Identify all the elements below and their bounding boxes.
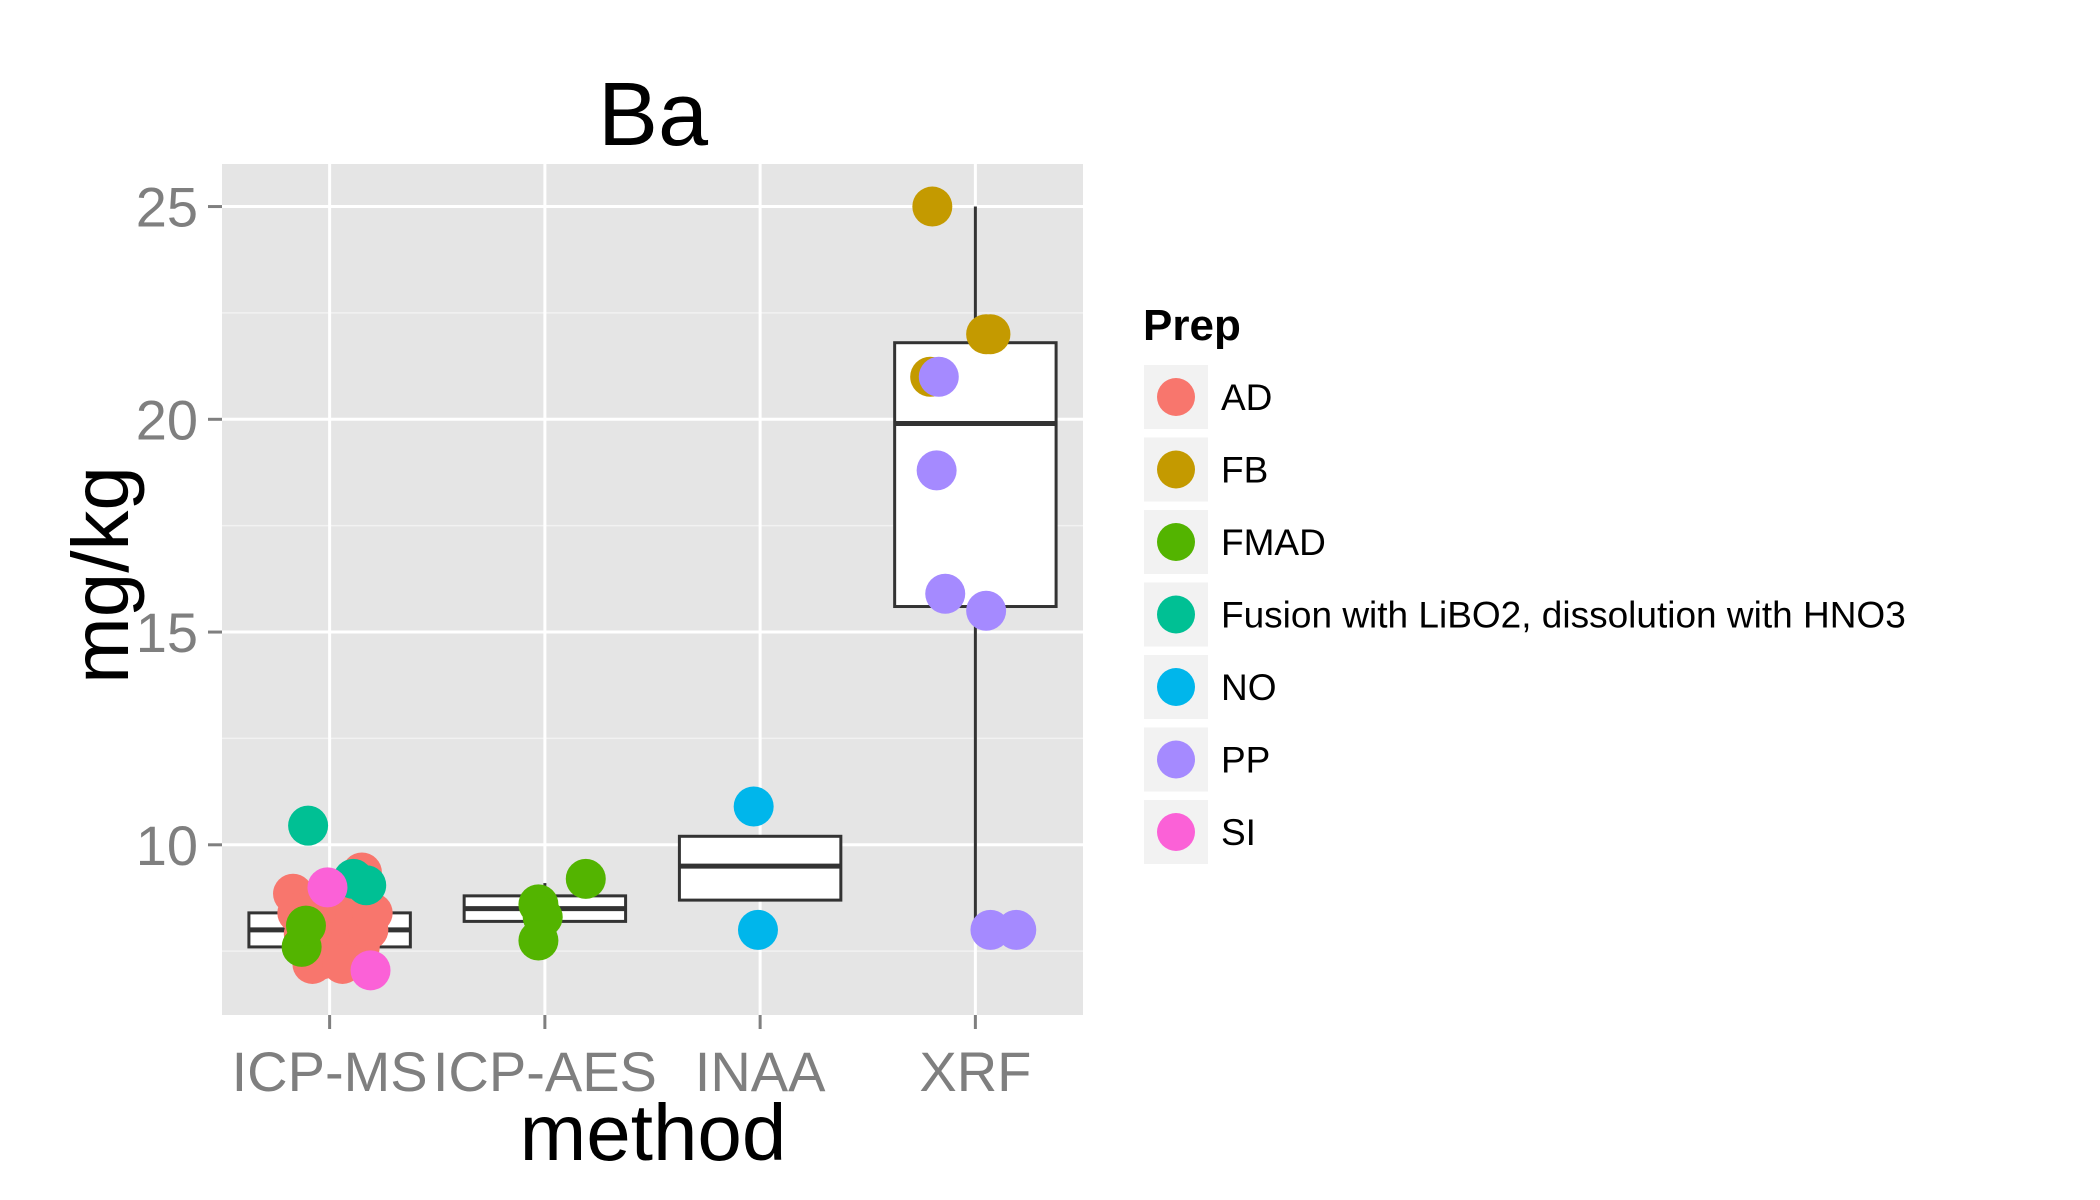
legend-item: NO <box>1142 653 1277 721</box>
data-point <box>565 858 606 899</box>
points <box>273 186 1037 991</box>
data-point <box>346 865 387 906</box>
box-inaa <box>677 834 843 902</box>
x-axis: ICP-MS ICP-AES INAA XRF <box>232 1015 1031 1103</box>
legend-label: SI <box>1221 812 1256 853</box>
legend-label: Fusion with LiBO2, dissolution with HNO3 <box>1221 595 1906 636</box>
data-point <box>916 450 957 491</box>
legend-label: NO <box>1221 667 1277 708</box>
x-tick-label: ICP-MS <box>232 1040 428 1103</box>
legend-label: FMAD <box>1221 522 1326 563</box>
legend-item: FB <box>1142 435 1268 504</box>
legend-swatch <box>1157 740 1195 779</box>
data-point <box>912 186 953 227</box>
x-axis-title: method <box>520 1088 787 1177</box>
legend-entries: AD FB FMAD Fusion with LiBO2, dissolution w… <box>1142 363 1906 866</box>
data-point <box>737 909 778 950</box>
data-point <box>518 920 559 961</box>
legend-swatch <box>1157 450 1195 489</box>
legend-label: AD <box>1221 377 1272 418</box>
data-point <box>918 356 959 397</box>
x-tick-label: INAA <box>695 1040 826 1103</box>
legend-label: FB <box>1221 450 1268 491</box>
y-axis: 10 15 20 25 <box>136 176 222 877</box>
data-point <box>733 786 774 827</box>
data-point <box>996 909 1037 950</box>
data-point <box>970 314 1011 355</box>
legend-swatch <box>1157 595 1195 634</box>
legend-key <box>1142 653 1210 721</box>
legend-swatch <box>1157 523 1195 561</box>
legend-item: PP <box>1142 725 1270 794</box>
legend-item: FMAD <box>1142 508 1326 576</box>
data-point <box>966 590 1007 631</box>
legend-swatch <box>1157 668 1195 706</box>
y-tick-label: 25 <box>136 176 198 239</box>
legend-swatch <box>1157 378 1195 416</box>
data-point <box>307 867 348 908</box>
x-tick-label: XRF <box>919 1040 1031 1103</box>
legend-item: SI <box>1142 798 1256 866</box>
data-point <box>350 950 391 991</box>
legend-item: Fusion with LiBO2, dissolution with HNO3 <box>1142 580 1906 649</box>
legend-title: Prep <box>1143 301 1241 350</box>
data-point <box>288 805 329 846</box>
y-tick-label: 20 <box>136 388 198 451</box>
y-tick-label: 15 <box>136 601 198 664</box>
legend-key <box>1142 508 1210 576</box>
x-tick-label: ICP-AES <box>433 1040 657 1103</box>
chart-title: Ba <box>598 65 709 165</box>
legend-swatch <box>1157 813 1195 851</box>
data-point <box>285 905 326 946</box>
legend: Prep AD FB FMAD Fusion with LiBO2, dissolut… <box>1142 301 1906 866</box>
legend-item: AD <box>1142 363 1272 431</box>
y-axis-title: mg/kg <box>56 466 145 684</box>
data-point <box>925 573 966 614</box>
legend-label: PP <box>1221 740 1270 781</box>
y-tick-label: 10 <box>136 814 198 877</box>
